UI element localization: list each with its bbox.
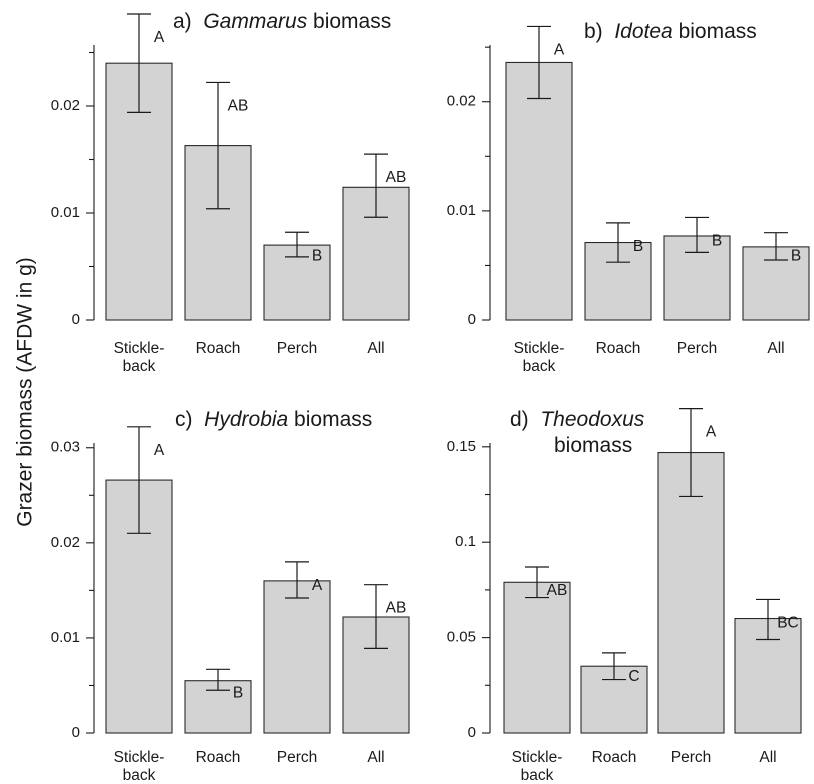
panel-taxon: Hydrobia (204, 408, 288, 431)
y-tick-label: 0 (468, 724, 476, 741)
category-label: Perch (277, 749, 318, 766)
significance-letter: B (312, 247, 322, 264)
category-label: All (759, 749, 776, 766)
panel-letter: b) (584, 20, 614, 43)
bar (263, 580, 331, 734)
category-label: back (123, 358, 156, 375)
category-label: Perch (671, 749, 712, 766)
panel-gammarus: 0 0.01 0.02 A AB B AB Stickle-back Roach Perch All… (51, 10, 410, 375)
category-label: Perch (277, 340, 318, 357)
significance-letter: B (633, 238, 643, 255)
significance-letter: A (154, 442, 165, 459)
category-label: back (521, 767, 554, 784)
panel-title: c) Hydrobia biomass (175, 408, 372, 431)
category-label: All (767, 340, 784, 357)
y-tick-label: 0 (468, 311, 476, 328)
significance-letter: AB (547, 582, 568, 599)
y-axis-label: Grazer biomass (AFDW in g) (14, 257, 37, 527)
significance-letter: B (233, 684, 243, 701)
y-tick-label: 0 (72, 311, 80, 328)
panel-idotea: 0 0.01 0.02 A B B B Stickle-back Roach Perch All b)… (447, 20, 810, 375)
significance-letter: C (628, 668, 639, 685)
y-tick-label: 0.01 (51, 204, 80, 221)
bar (734, 617, 802, 734)
category-label: Perch (677, 340, 718, 357)
category-label: All (367, 340, 384, 357)
significance-letter: A (312, 577, 323, 594)
panel-letter: a) (173, 10, 203, 33)
y-tick-label: 0.02 (51, 534, 80, 551)
category-label: Stickle- (114, 340, 165, 357)
y-tick-label: 0.1 (455, 533, 476, 550)
panel-taxon: Gammarus (203, 10, 307, 33)
significance-letter: AB (228, 97, 249, 114)
y-tick-label: 0.01 (447, 202, 476, 219)
significance-letter: AB (386, 600, 407, 617)
category-label: back (523, 358, 556, 375)
significance-letter: A (554, 41, 565, 58)
panel-title: a) Gammarus biomass (173, 10, 391, 33)
category-label: Stickle- (512, 749, 563, 766)
significance-letter: AB (386, 169, 407, 186)
bar (505, 61, 573, 321)
significance-letter: BC (777, 614, 799, 631)
y-tick-label: 0.02 (51, 97, 80, 114)
category-label: Roach (592, 749, 637, 766)
y-tick-label: 0.03 (51, 439, 80, 456)
significance-letter: A (706, 424, 717, 441)
panel-title-suffix: biomass (288, 408, 372, 431)
panel-title: d) Theodoxus (510, 408, 645, 431)
panel-title-second-line: biomass (554, 434, 632, 457)
panel-letter: d) (510, 408, 540, 431)
y-tick-label: 0.05 (447, 629, 476, 646)
category-label: Roach (596, 340, 641, 357)
y-tick-label: 0.01 (51, 629, 80, 646)
bar (503, 581, 571, 734)
category-label: All (367, 749, 384, 766)
category-label: back (123, 767, 156, 784)
significance-letter: B (791, 248, 801, 265)
y-tick-label: 0 (72, 724, 80, 741)
panel-title-suffix: biomass (673, 20, 757, 43)
significance-letter: B (712, 232, 722, 249)
category-label: Roach (196, 340, 241, 357)
panel-title: b) Idotea biomass (584, 20, 757, 43)
significance-letter: A (154, 29, 165, 46)
category-label: Stickle- (514, 340, 565, 357)
category-label: Roach (196, 749, 241, 766)
category-label: Stickle- (114, 749, 165, 766)
panel-letter: c) (175, 408, 204, 431)
panel-taxon: Theodoxus (540, 408, 644, 431)
y-tick-label: 0.02 (447, 93, 476, 110)
panel-taxon: Idotea (614, 20, 672, 43)
panel-title-suffix: biomass (307, 10, 391, 33)
y-tick-label: 0.15 (447, 438, 476, 455)
